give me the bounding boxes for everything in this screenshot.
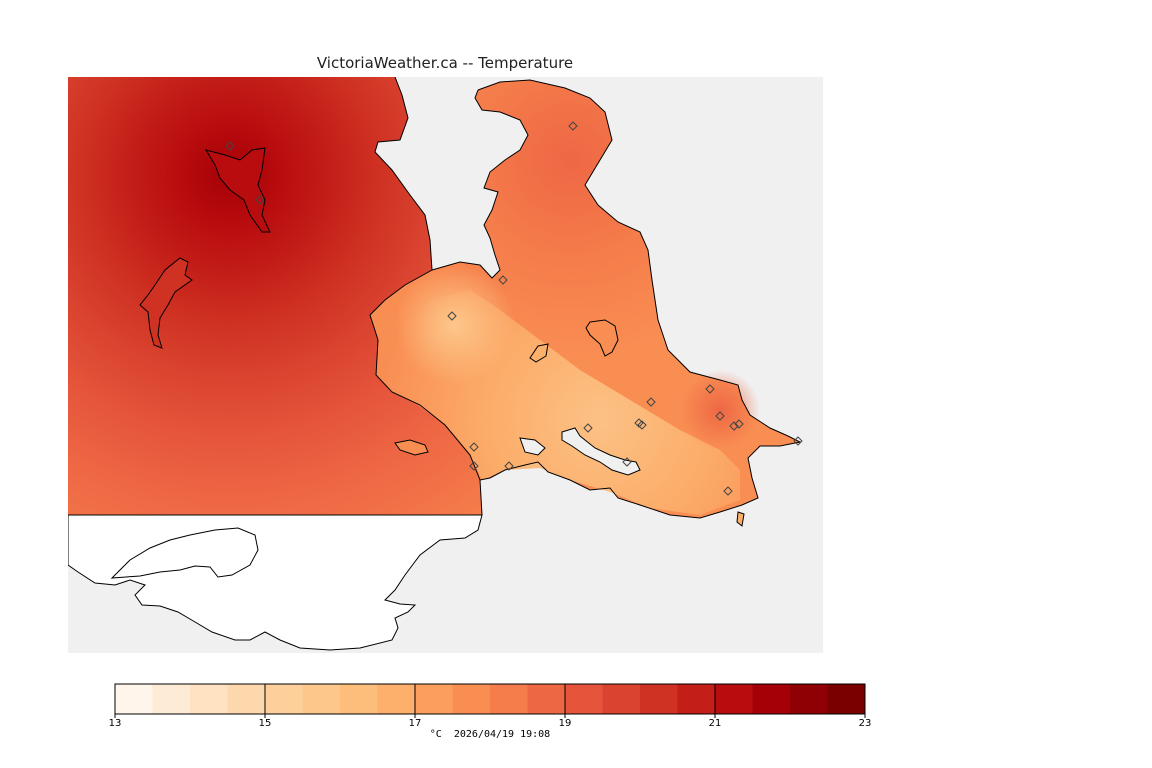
station-marker[interactable] <box>729 421 739 431</box>
coastline-inlet <box>431 89 529 279</box>
colorbar-swatch <box>265 684 303 714</box>
lake-west <box>394 439 429 456</box>
timestamp: 2026/04/19 19:08 <box>453 729 551 740</box>
map-title: VictoriaWeather.ca -- Temperature <box>316 54 574 72</box>
warm-spot <box>395 265 515 385</box>
station-marker[interactable] <box>583 423 593 433</box>
land-south-bay <box>110 527 259 579</box>
colorbar-swatch <box>415 684 453 714</box>
colorbar-swatch <box>677 684 716 714</box>
colorbar-tick-label: 17 <box>409 718 422 729</box>
land-west <box>68 77 482 515</box>
lake-small <box>529 343 549 363</box>
colorbar-swatch <box>565 684 603 714</box>
station-marker[interactable] <box>255 195 265 205</box>
colorbar-swatch <box>490 684 528 714</box>
station-marker[interactable] <box>469 442 479 452</box>
station-marker[interactable] <box>225 141 235 151</box>
station-markers <box>225 121 803 496</box>
colorbar-tick-label: 21 <box>709 718 722 729</box>
colorbar-swatch <box>790 684 828 714</box>
colorbar-swatch <box>115 684 153 714</box>
colorbar-swatches <box>114 683 866 715</box>
colorbar-tick-label: 13 <box>109 718 122 729</box>
lake-east <box>585 319 619 357</box>
colorbar-swatch <box>752 684 791 714</box>
colorbar-ticks: 13 15 17 19 21 23 <box>109 684 872 729</box>
station-marker[interactable] <box>793 436 803 446</box>
coastline-east <box>477 79 802 519</box>
station-marker[interactable] <box>447 311 457 321</box>
station-marker[interactable] <box>723 486 733 496</box>
station-marker[interactable] <box>504 461 514 471</box>
colorbar-swatch <box>452 684 491 714</box>
colorbar-swatch <box>152 684 191 714</box>
colorbar-swatch <box>715 684 753 714</box>
station-marker[interactable] <box>646 397 656 407</box>
harbour <box>561 427 641 476</box>
station-marker[interactable] <box>715 411 725 421</box>
station-marker[interactable] <box>469 461 479 471</box>
station-marker[interactable] <box>498 275 508 285</box>
colorbar-swatch <box>340 684 378 714</box>
hot-spot-east <box>680 370 760 450</box>
colorbar-tick-label: 15 <box>259 718 272 729</box>
colorbar-swatch <box>527 684 566 714</box>
harbour-small <box>519 437 546 456</box>
islet-south <box>736 511 745 527</box>
station-marker[interactable] <box>705 384 715 394</box>
coastline-west <box>369 77 483 516</box>
colorbar-swatch <box>302 684 341 714</box>
island-long <box>139 257 193 349</box>
island-large <box>204 147 271 233</box>
colorbar-tick-label: 23 <box>859 718 872 729</box>
colorbar-swatch <box>377 684 416 714</box>
station-marker[interactable] <box>568 121 578 131</box>
colorbar-swatch <box>602 684 641 714</box>
station-marker[interactable] <box>734 419 744 429</box>
colorbar-swatch <box>227 684 266 714</box>
station-marker[interactable] <box>637 420 647 430</box>
colorbar-swatch <box>190 684 228 714</box>
colorbar-tick-label: 19 <box>559 718 572 729</box>
footer-label: °C 2026/04/19 19:08 <box>0 729 980 740</box>
colorbar-swatch <box>640 684 678 714</box>
colorbar-swatch <box>827 684 866 714</box>
unit-label: °C <box>429 729 442 740</box>
station-marker[interactable] <box>622 457 632 467</box>
